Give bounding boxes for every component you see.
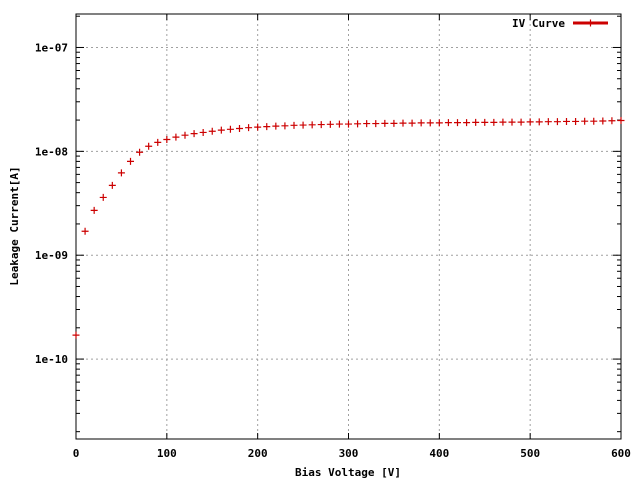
data-point — [190, 130, 198, 138]
data-point — [326, 120, 334, 128]
data-point — [572, 117, 580, 125]
data-point — [399, 119, 407, 127]
x-tick-label: 600 — [611, 447, 631, 460]
data-point — [154, 138, 162, 146]
data-point — [608, 117, 616, 125]
data-point — [354, 120, 362, 128]
data-point — [290, 121, 298, 129]
data-point — [281, 122, 289, 130]
data-point — [217, 126, 225, 134]
data-point — [535, 118, 543, 126]
x-tick-label: 300 — [339, 447, 359, 460]
data-point — [499, 118, 507, 126]
data-point — [408, 119, 416, 127]
data-point — [553, 118, 561, 126]
x-tick-label: 100 — [157, 447, 177, 460]
data-point — [426, 119, 434, 127]
data-point — [181, 131, 189, 139]
x-tick-label: 400 — [429, 447, 449, 460]
y-axis-label: Leakage Current[A] — [8, 166, 21, 285]
data-point — [544, 118, 552, 126]
data-point — [163, 136, 171, 143]
data-point — [508, 118, 516, 126]
data-point — [335, 120, 343, 128]
y-tick-label: 1e-10 — [35, 353, 68, 366]
plot-frame — [75, 13, 622, 440]
data-point — [599, 117, 607, 125]
data-point — [108, 181, 116, 189]
y-tick-label: 1e-08 — [35, 145, 68, 158]
data-point — [617, 117, 625, 125]
data-point — [236, 124, 243, 132]
data-point — [136, 148, 144, 156]
y-tick-label: 1e-07 — [35, 41, 68, 54]
grid — [76, 14, 621, 439]
data-point — [245, 124, 253, 132]
data-point — [390, 119, 398, 127]
data-point — [263, 123, 271, 131]
data-point — [444, 119, 452, 127]
data-point — [317, 121, 325, 129]
data-point — [272, 122, 280, 130]
data-point — [299, 121, 307, 129]
legend-plus — [587, 19, 594, 27]
data-point — [481, 118, 489, 126]
data-point — [81, 227, 89, 235]
x-tick-label: 0 — [73, 447, 80, 460]
data-point — [363, 120, 371, 128]
tick-labels: 0 100 200 300 400 500 600 1e-10 1e-09 1e-08 1e-07 — [35, 41, 631, 460]
data-point — [517, 118, 525, 126]
x-tick-label: 200 — [248, 447, 268, 460]
data-point — [463, 119, 471, 127]
data-point — [345, 120, 352, 128]
data-point — [99, 193, 107, 201]
data-point — [172, 133, 180, 141]
data-point — [581, 117, 589, 125]
data-point — [208, 127, 216, 135]
data-point — [435, 119, 443, 127]
data-point — [117, 169, 125, 177]
data-point — [254, 123, 262, 131]
data-point — [417, 119, 425, 127]
data-point — [590, 117, 598, 125]
legend: IV Curve — [512, 17, 608, 30]
data-point — [454, 119, 461, 127]
data-point — [90, 206, 98, 214]
data-point — [372, 120, 380, 128]
data-point — [526, 118, 534, 126]
legend-label: IV Curve — [512, 17, 565, 30]
data-point — [127, 157, 134, 165]
data-point — [226, 125, 234, 133]
data-point — [472, 118, 480, 126]
data-point — [145, 142, 153, 150]
data-point — [199, 128, 207, 136]
data-point — [308, 121, 316, 129]
legend-marker-sample — [587, 19, 594, 27]
y-tick-label: 1e-09 — [35, 249, 68, 262]
x-axis-label: Bias Voltage [V] — [295, 466, 401, 479]
x-tick-label: 500 — [520, 447, 540, 460]
data-points — [72, 117, 625, 339]
data-point — [563, 117, 570, 125]
data-point — [72, 331, 80, 339]
data-point — [490, 118, 498, 126]
data-point — [381, 119, 389, 127]
